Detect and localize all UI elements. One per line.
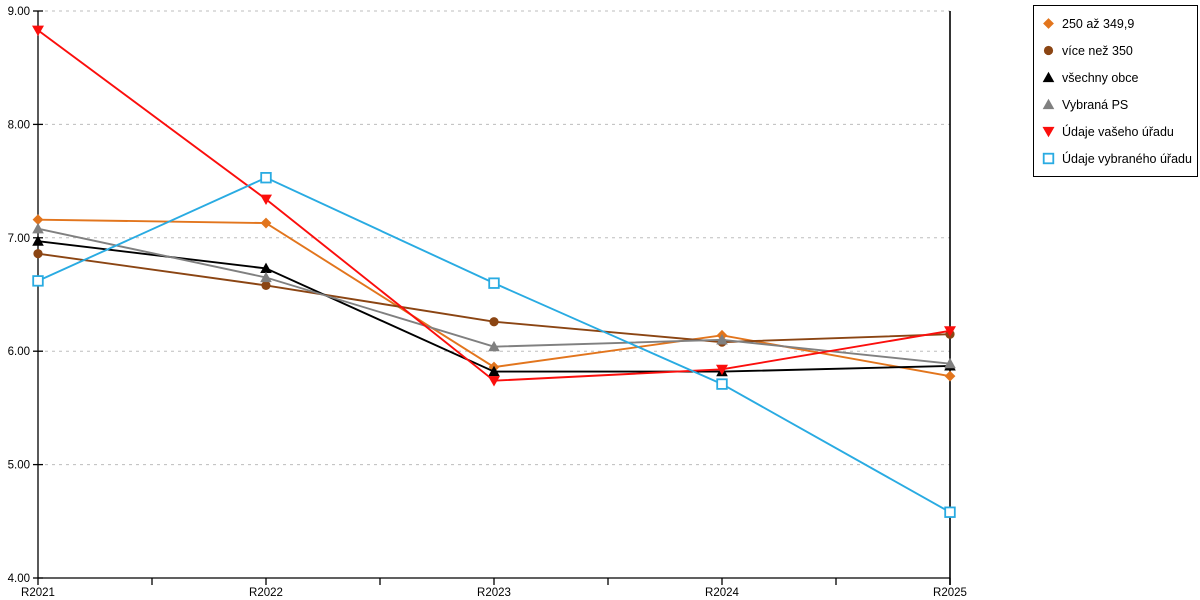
x-tick-label: R2024	[705, 587, 739, 599]
triangle-down-icon	[1042, 125, 1055, 138]
legend-label: Údaje vybraného úřadu	[1062, 151, 1192, 166]
square-open-marker	[32, 275, 44, 287]
square-open-marker	[944, 506, 956, 518]
triangle-up-marker	[32, 222, 44, 234]
series-4	[32, 25, 956, 387]
triangle-down-marker	[32, 25, 44, 37]
legend-item: Vybraná PS	[1042, 98, 1189, 112]
square-open-marker	[1042, 152, 1055, 165]
legend-label: Údaje vašeho úřadu	[1062, 124, 1174, 139]
y-tick-label: 4.00	[8, 573, 30, 585]
triangle-down-marker	[260, 194, 272, 206]
triangle-down-marker	[944, 326, 956, 337]
x-tick-label: R2023	[477, 587, 511, 599]
diamond-marker	[260, 217, 272, 229]
series-1	[33, 249, 955, 347]
y-tick-label: 7.00	[8, 233, 30, 245]
circle-icon	[1042, 44, 1055, 57]
x-tick-label: R2022	[249, 587, 283, 599]
legend-item: 250 až 349,9	[1042, 17, 1189, 31]
circle-marker	[489, 317, 499, 327]
triangle-down-marker	[488, 376, 500, 387]
square-open-icon	[1042, 152, 1055, 165]
triangle-up-icon	[1042, 71, 1055, 84]
legend-label: Vybraná PS	[1062, 97, 1129, 112]
triangle-up-marker	[260, 271, 272, 283]
circle-marker	[261, 280, 271, 291]
diamond-marker	[944, 370, 956, 382]
series-3	[32, 222, 956, 369]
legend-label: všechny obce	[1062, 70, 1139, 85]
triangle-up-marker	[260, 262, 272, 274]
series-0	[32, 214, 956, 382]
square-open-marker	[716, 378, 728, 390]
triangle-up-icon	[1042, 98, 1055, 111]
diamond-marker	[1043, 18, 1054, 29]
square-open-marker	[488, 277, 500, 289]
y-tick-label: 9.00	[8, 6, 30, 18]
y-tick-label: 5.00	[8, 460, 30, 472]
triangle-up-marker	[488, 365, 500, 377]
x-tick-label: R2025	[933, 587, 967, 599]
y-tick-label: 6.00	[8, 346, 30, 358]
legend-item: Údaje vybraného úřadu	[1042, 151, 1192, 166]
legend-item: Údaje vašeho úřadu	[1042, 125, 1189, 139]
legend-label: více než 350	[1062, 43, 1133, 58]
circle-marker	[33, 249, 43, 259]
series-line	[37, 252, 951, 344]
circle-marker	[1043, 45, 1054, 56]
triangle-down-marker	[1042, 126, 1055, 138]
legend-item: více než 350	[1042, 44, 1189, 58]
square-open-marker	[260, 171, 272, 184]
series-line	[37, 29, 951, 382]
triangle-up-marker	[1042, 71, 1055, 83]
triangle-up-marker	[32, 235, 44, 246]
triangle-up-marker	[716, 334, 728, 345]
series-line	[37, 218, 951, 378]
triangle-up-marker	[944, 357, 956, 369]
triangle-up-marker	[488, 340, 500, 352]
series-5	[32, 171, 956, 518]
x-tick-label: R2021	[21, 587, 55, 599]
diamond-marker	[32, 214, 44, 226]
legend-item: všechny obce	[1042, 71, 1189, 85]
diamond-icon	[1042, 17, 1055, 30]
triangle-down-marker	[716, 364, 728, 376]
y-tick-label: 8.00	[8, 119, 30, 131]
legend: 250 až 349,9 více než 350 všechny obce Vybr…	[1033, 5, 1198, 177]
triangle-up-marker	[1042, 98, 1055, 110]
legend-label: 250 až 349,9	[1062, 16, 1135, 31]
